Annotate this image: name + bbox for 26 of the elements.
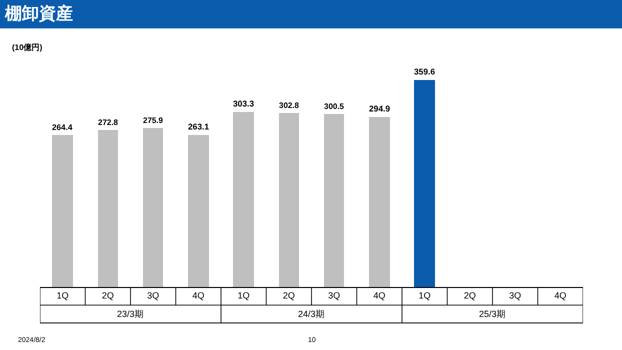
data-label: 303.3: [233, 98, 254, 109]
x-tick-label: 4Q: [373, 290, 386, 301]
text: 23/3期: [117, 309, 144, 319]
x-tick-label: 2Q: [102, 290, 114, 301]
data-label: 359.6: [414, 66, 436, 77]
x-tick-label: 4Q: [192, 290, 204, 301]
x-tick-label: 1Q: [56, 290, 69, 301]
data-label: 275.9: [143, 116, 164, 125]
data-label: 302.8: [279, 100, 300, 110]
x-tick-label: 2Q: [464, 290, 476, 301]
data-label: 300.5: [324, 102, 345, 111]
x-tick-label: 1Q: [418, 290, 431, 301]
x-tick-label: 3Q: [147, 290, 160, 301]
chart-title: 棚卸資産: [4, 4, 73, 23]
data-label: 264.4: [52, 122, 73, 132]
x-tick-label: 1Q: [238, 290, 250, 301]
x-tick-label: 2Q: [282, 290, 295, 301]
x-tick-label: 3Q: [509, 290, 522, 301]
data-label: 272.8: [98, 118, 119, 127]
text: 24/3期: [298, 309, 325, 319]
data-label: 294.9: [369, 104, 390, 114]
data-label: 263.1: [188, 122, 210, 132]
y-axis-title: (10億円): [12, 43, 43, 52]
text: 25/3期: [479, 309, 506, 319]
x-tick-label: 4Q: [554, 290, 566, 301]
x-tick-label: 3Q: [328, 290, 340, 301]
